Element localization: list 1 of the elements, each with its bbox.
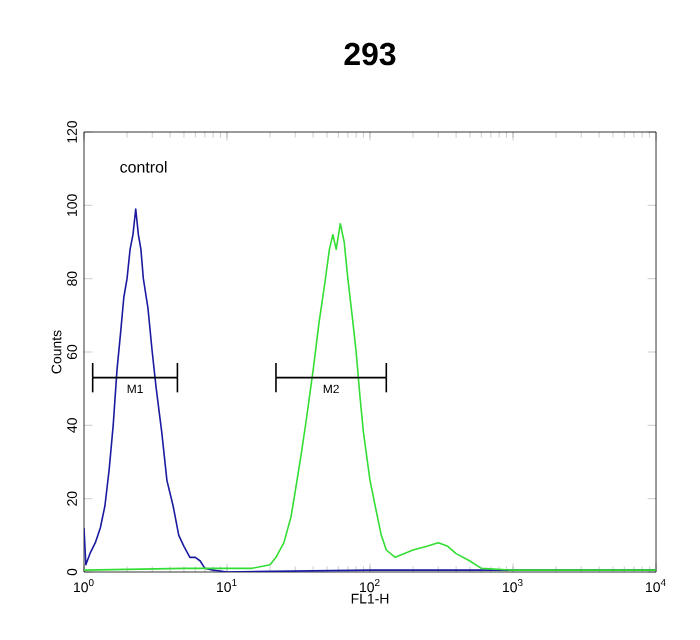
chart-title: 293 <box>344 42 396 66</box>
